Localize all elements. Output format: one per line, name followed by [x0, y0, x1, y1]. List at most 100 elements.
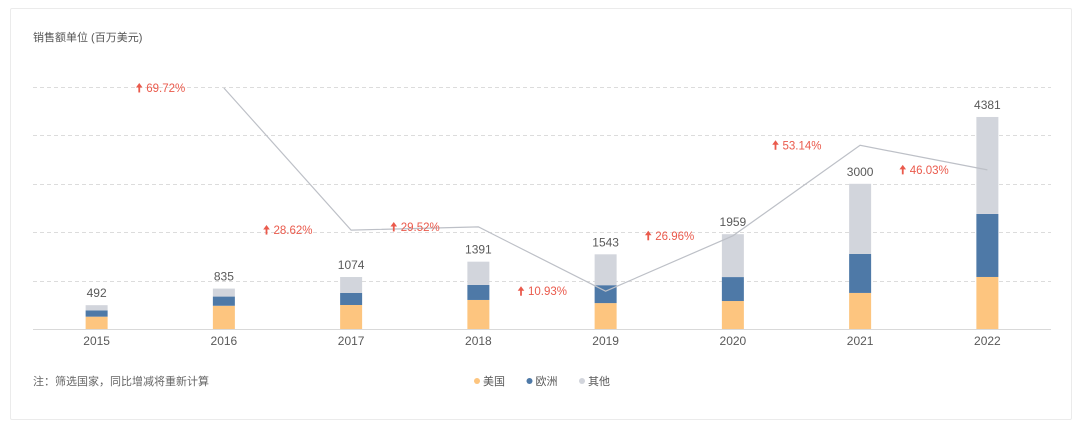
bar-segment-us[interactable] [340, 304, 363, 329]
yoy-growth-value: 46.03% [910, 165, 949, 177]
bar-segment-europe[interactable] [212, 296, 235, 306]
x-tick-label: 2015 [83, 334, 110, 348]
bar-total-label: 3000 [847, 165, 874, 179]
x-tick-label: 2018 [465, 334, 492, 348]
bar-stack-2022 [976, 116, 999, 329]
up-arrow-head [390, 221, 398, 227]
legend-item-europe[interactable]: 欧洲 [526, 375, 558, 388]
up-arrow-icon [644, 230, 652, 241]
bar-segment-other[interactable] [340, 277, 363, 293]
bar-segment-other[interactable] [467, 261, 490, 285]
up-arrow-icon [772, 140, 779, 150]
up-arrow-head [899, 164, 907, 170]
yoy-growth-label: 10.93% [517, 286, 567, 298]
bar-total-label: 835 [214, 270, 234, 284]
up-arrow-stem [138, 86, 141, 93]
bar-segment-europe[interactable] [594, 285, 617, 304]
bar-stack-2017 [340, 277, 363, 329]
up-arrow-icon [135, 82, 143, 93]
bar-segment-us[interactable] [467, 299, 490, 329]
bar-total-label: 1543 [592, 235, 619, 249]
yoy-growth-value: 69.72% [146, 83, 185, 95]
bar-segment-europe[interactable] [340, 292, 363, 305]
x-tick-label: 2020 [720, 334, 747, 348]
x-axis: 2015 2016 2017 2018 2019 2020 2021 2022 [83, 334, 1001, 348]
yoy-growth-label: 46.03% [899, 164, 949, 177]
bar-segment-other[interactable] [594, 254, 617, 286]
bar-stack-2018 [467, 261, 490, 329]
up-arrow-stem [647, 234, 650, 241]
bar-segment-us[interactable] [721, 301, 744, 329]
x-tick-label: 2022 [974, 334, 1001, 348]
bar-total-label: 4381 [974, 98, 1001, 112]
bar-segment-other[interactable] [85, 305, 108, 311]
legend: 美国 欧洲 其他 [474, 375, 610, 388]
bar-segment-europe[interactable] [976, 213, 999, 277]
yoy-growth-label: 29.52% [390, 221, 440, 234]
legend-label: 其他 [588, 375, 610, 388]
yoy-growth-series: 69.72% 28.62% 29.52% 10.93% 26.96% 53.14% 46.0… [135, 82, 988, 298]
bar-stack-2020 [721, 234, 744, 329]
legend-label: 美国 [483, 375, 505, 388]
up-arrow-head [644, 230, 652, 236]
bar-stack-2016 [212, 288, 235, 329]
up-arrow-icon [390, 221, 398, 232]
gridlines [33, 87, 1051, 330]
yoy-growth-value: 26.96% [655, 231, 694, 243]
legend-dot-icon [526, 378, 533, 384]
bar-total-label: 1391 [465, 243, 492, 257]
yoy-growth-label: 26.96% [644, 230, 694, 243]
legend-label: 欧洲 [536, 375, 558, 388]
bar-total-label: 1074 [338, 258, 365, 272]
bar-segment-other[interactable] [976, 116, 999, 214]
bar-segment-europe[interactable] [85, 310, 108, 317]
yoy-growth-value: 53.14% [783, 140, 822, 152]
yoy-growth-line [223, 87, 988, 292]
up-arrow-icon [263, 225, 270, 235]
bar-stacks [85, 116, 999, 329]
bar-segment-europe[interactable] [721, 277, 744, 302]
x-tick-label: 2021 [847, 334, 874, 348]
up-arrow-stem [774, 144, 777, 150]
legend-item-us[interactable]: 美国 [474, 375, 505, 388]
up-arrow-icon [517, 286, 525, 296]
up-arrow-stem [392, 225, 395, 232]
legend-dot-icon [579, 378, 585, 384]
chart-card [10, 8, 1072, 420]
bar-segment-us[interactable] [85, 316, 108, 329]
x-tick-label: 2019 [592, 334, 619, 348]
yoy-growth-value: 29.52% [401, 222, 440, 234]
bar-stack-2015 [85, 305, 108, 329]
bar-segment-us[interactable] [594, 303, 617, 329]
bar-segment-us[interactable] [212, 305, 235, 329]
bar-segment-us[interactable] [849, 292, 872, 329]
footnote: 注：筛选国家，同比增减将重新计算 [33, 374, 209, 388]
legend-dot-icon [474, 378, 480, 384]
up-arrow-head [263, 225, 270, 230]
yoy-growth-value: 28.62% [274, 225, 313, 237]
x-tick-label: 2016 [211, 334, 238, 348]
bar-segment-europe[interactable] [467, 284, 490, 300]
bar-segment-us[interactable] [976, 276, 999, 329]
up-arrow-stem [901, 168, 904, 175]
bar-total-label: 1959 [720, 215, 747, 229]
bar-stack-2019 [594, 254, 617, 329]
bar-segment-europe[interactable] [849, 253, 872, 293]
bar-total-labels: 492 835 1074 1391 1543 1959 3000 4381 [87, 98, 1001, 300]
y-axis-unit-label: 销售额单位 (百万美元) [33, 30, 142, 44]
bar-stack-2021 [849, 183, 872, 329]
up-arrow-stem [520, 290, 522, 296]
yoy-growth-label: 28.62% [263, 225, 313, 237]
yoy-growth-label: 69.72% [135, 82, 185, 95]
bar-segment-other[interactable] [212, 288, 235, 297]
yoy-growth-label: 53.14% [772, 140, 822, 152]
bar-segment-other[interactable] [849, 183, 872, 254]
legend-item-other[interactable]: 其他 [579, 375, 610, 388]
bar-segment-other[interactable] [721, 234, 744, 278]
up-arrow-head [772, 140, 779, 145]
up-arrow-head [517, 286, 525, 291]
up-arrow-stem [265, 229, 268, 235]
up-arrow-icon [899, 164, 907, 175]
x-tick-label: 2017 [338, 334, 365, 348]
